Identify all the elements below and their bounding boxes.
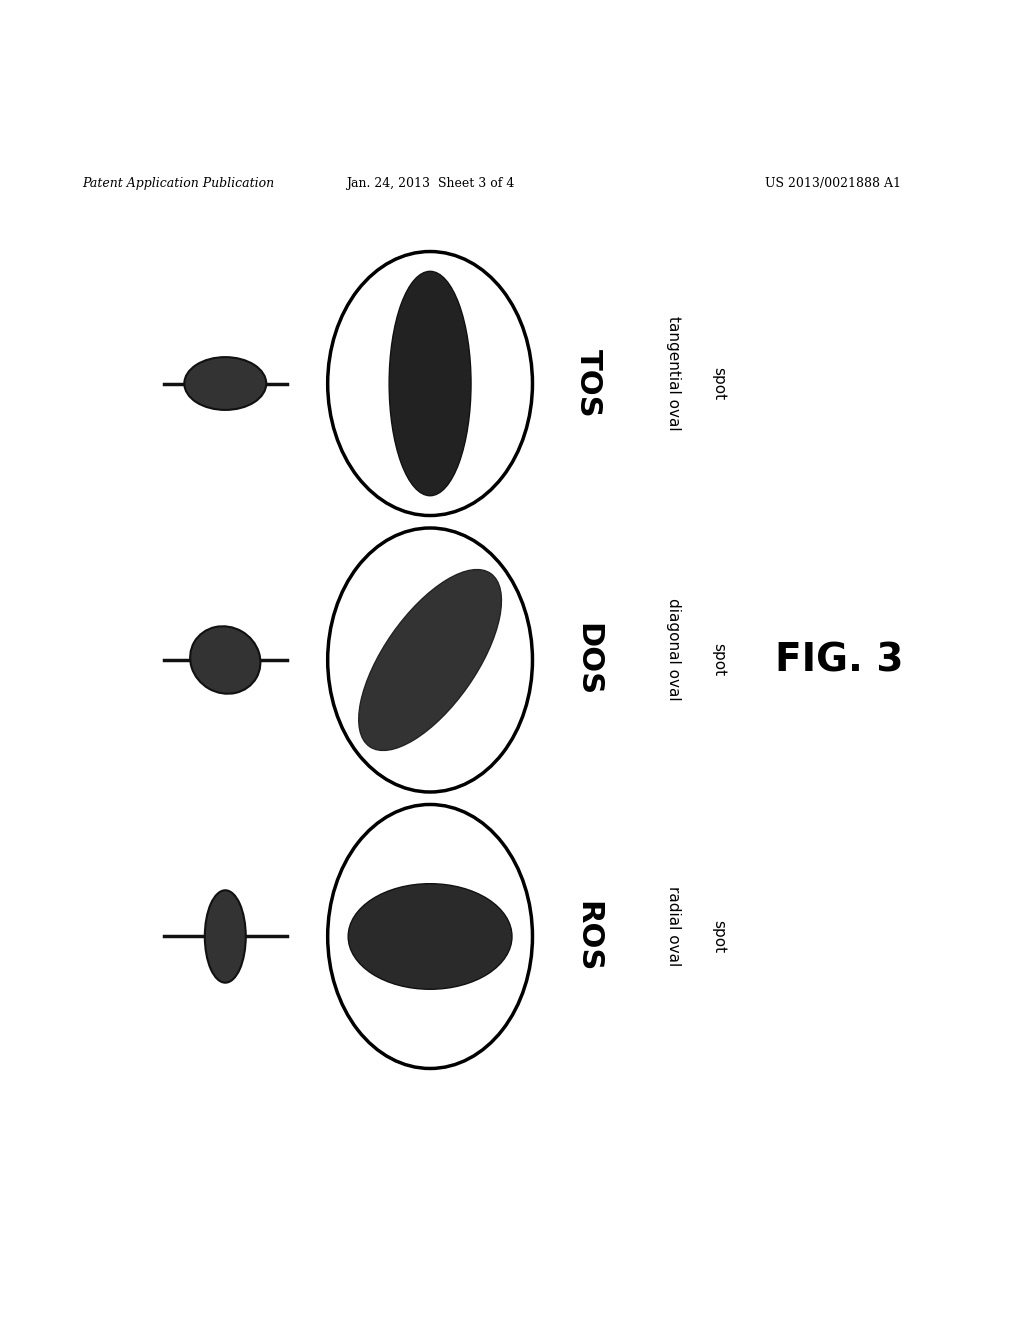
Text: spot: spot: [712, 643, 727, 677]
Text: DOS: DOS: [573, 623, 602, 697]
Ellipse shape: [389, 272, 471, 496]
Text: FIG. 3: FIG. 3: [775, 642, 904, 678]
Ellipse shape: [348, 883, 512, 989]
Text: US 2013/0021888 A1: US 2013/0021888 A1: [765, 177, 901, 190]
Ellipse shape: [328, 528, 532, 792]
Ellipse shape: [358, 569, 502, 751]
Text: spot: spot: [712, 920, 727, 953]
Text: TOS: TOS: [573, 350, 602, 418]
Text: spot: spot: [712, 367, 727, 400]
Text: ROS: ROS: [573, 900, 602, 972]
Ellipse shape: [328, 804, 532, 1068]
Text: Jan. 24, 2013  Sheet 3 of 4: Jan. 24, 2013 Sheet 3 of 4: [346, 177, 514, 190]
Ellipse shape: [190, 626, 260, 694]
Ellipse shape: [184, 358, 266, 411]
Text: tangential oval: tangential oval: [666, 315, 681, 430]
Text: diagonal oval: diagonal oval: [666, 598, 681, 701]
Ellipse shape: [328, 252, 532, 516]
Text: radial oval: radial oval: [666, 886, 681, 966]
Ellipse shape: [205, 890, 246, 982]
Text: Patent Application Publication: Patent Application Publication: [82, 177, 274, 190]
